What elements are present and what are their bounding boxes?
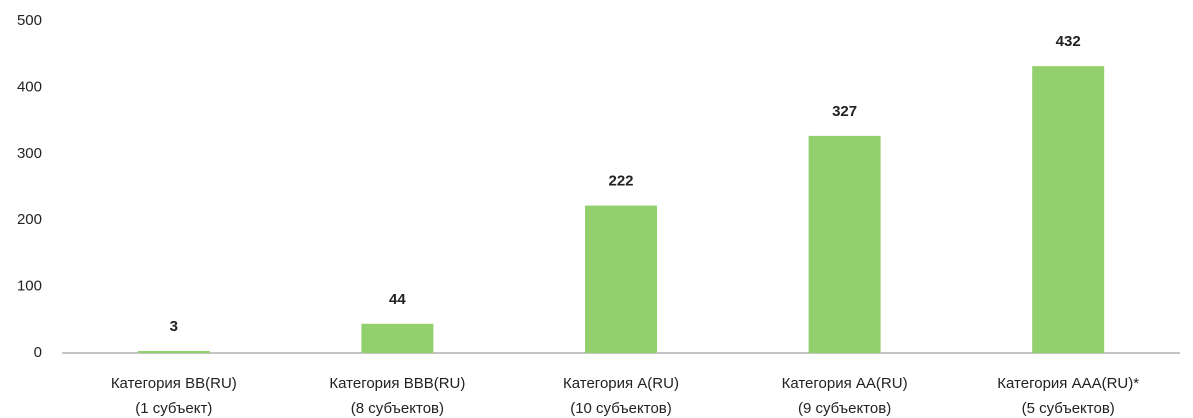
x-tick-label: Категория BBB(RU) <box>329 375 465 392</box>
bar <box>809 136 881 353</box>
value-label: 327 <box>832 103 857 120</box>
value-label: 44 <box>389 291 406 308</box>
y-tick-label: 300 <box>17 145 42 162</box>
bar <box>1032 66 1104 353</box>
chart: 0 100 200 300 400 500 Категория BB(RU) (1 субъе… <box>0 0 1193 418</box>
x-tick-label: Категория AA(RU) <box>782 375 908 392</box>
x-tick-label: (5 субъектов) <box>1022 400 1115 417</box>
value-label: 432 <box>1056 33 1081 50</box>
x-tick-label: Категория A(RU) <box>563 375 679 392</box>
bar <box>138 351 210 353</box>
value-label: 222 <box>608 173 633 190</box>
bar <box>361 324 433 353</box>
x-tick-label: Категория AAA(RU)* <box>997 375 1139 392</box>
x-tick-label: Категория BB(RU) <box>111 375 237 392</box>
y-tick-label: 100 <box>17 278 42 295</box>
x-tick-label: (9 субъектов) <box>798 400 891 417</box>
value-label: 3 <box>170 318 178 335</box>
bar <box>585 206 657 353</box>
y-tick-label: 500 <box>17 12 42 29</box>
y-tick-label: 200 <box>17 211 42 228</box>
y-tick-label: 0 <box>34 344 42 361</box>
x-tick-label: (8 субъектов) <box>351 400 444 417</box>
x-tick-label: (1 субъект) <box>135 400 212 417</box>
page: 0 100 200 300 400 500 Категория BB(RU) (1 субъе… <box>0 0 1193 418</box>
y-tick-label: 400 <box>17 78 42 95</box>
x-tick-label: (10 субъектов) <box>570 400 672 417</box>
